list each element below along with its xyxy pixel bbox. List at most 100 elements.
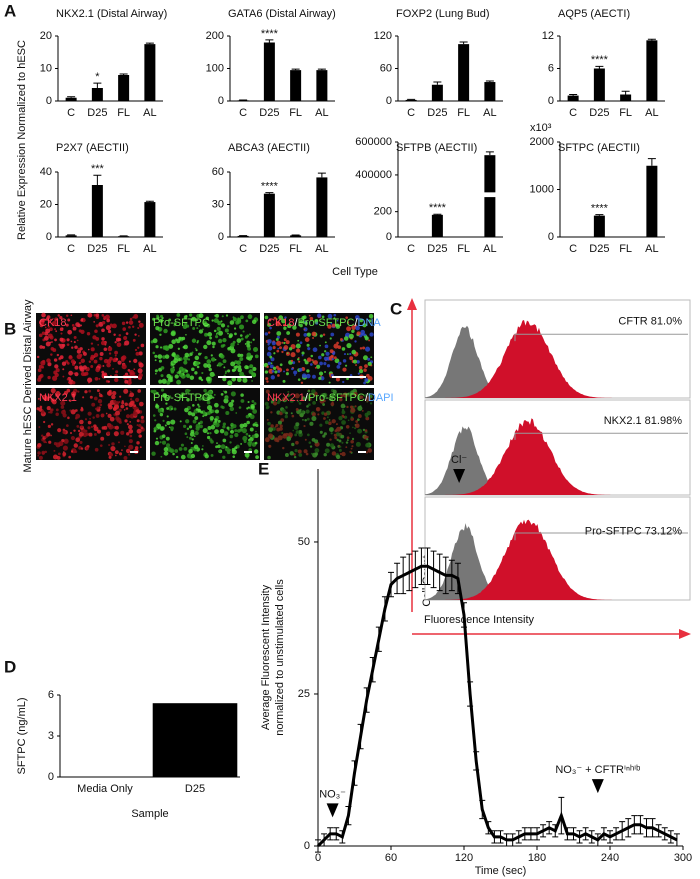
- stain-spot: [191, 438, 194, 441]
- bar: [290, 70, 302, 101]
- stain-spot: [93, 321, 96, 323]
- stain-spot: [183, 360, 188, 365]
- stain-spot: [239, 357, 244, 361]
- stain-spot: [84, 418, 88, 421]
- stain-spot: [232, 369, 234, 372]
- stain-spot: [306, 357, 312, 362]
- image-label: Pro-SFTPC: [153, 317, 210, 329]
- stain-spot: [357, 405, 363, 411]
- stain-spot: [173, 358, 179, 364]
- side-label: Mature hESC Derived Distal Airway: [22, 299, 34, 473]
- stain-spot: [305, 452, 309, 456]
- stain-spot: [366, 401, 369, 403]
- y-tick-label: 0: [304, 840, 310, 852]
- chart-title: P2X7 (AECTII): [56, 142, 129, 154]
- stain-spot: [336, 426, 342, 432]
- stain-spot: [255, 430, 257, 433]
- stain-spot: [39, 373, 44, 378]
- stain-spot: [125, 448, 131, 454]
- stain-spot: [187, 358, 191, 361]
- stain-spot: [163, 451, 169, 456]
- stain-spot: [190, 453, 196, 459]
- stain-spot: [207, 426, 212, 430]
- stain-spot: [290, 352, 296, 358]
- stain-spot: [329, 443, 335, 448]
- stain-spot: [107, 380, 110, 383]
- bar: [237, 235, 249, 237]
- image-label: Pro-SFTPC: [153, 392, 210, 404]
- stain-spot: [310, 363, 313, 366]
- stain-spot: [362, 428, 366, 432]
- error-bar: [145, 200, 154, 203]
- stain-spot: [100, 340, 106, 346]
- micrograph: NKX2.1: [36, 388, 146, 460]
- stain-spot: [283, 370, 286, 373]
- stain-spot: [315, 321, 319, 325]
- stain-spot: [321, 393, 327, 398]
- stain-spot: [214, 418, 218, 422]
- micrograph: CK18: [36, 312, 146, 386]
- chart-title: ABCA3 (AECTII): [228, 142, 310, 154]
- stain-spot: [93, 424, 97, 428]
- stain-spot: [223, 366, 226, 369]
- stain-spot: [79, 440, 83, 444]
- stain-spot: [128, 360, 131, 363]
- stain-spot: [79, 419, 84, 425]
- stain-spot: [101, 426, 106, 430]
- stain-spot: [309, 421, 314, 426]
- stain-spot: [154, 359, 157, 362]
- label-part: CK18: [39, 317, 67, 329]
- stain-spot: [113, 431, 119, 437]
- stain-spot: [191, 351, 194, 354]
- stain-spot: [248, 333, 251, 336]
- stain-spot: [99, 356, 103, 361]
- stain-spot: [108, 424, 114, 430]
- stain-spot: [295, 440, 299, 445]
- stain-spot: [291, 367, 294, 371]
- stain-spot: [138, 351, 143, 356]
- stain-spot: [80, 371, 86, 377]
- stain-spot: [330, 432, 333, 435]
- label-part: /: [305, 392, 309, 404]
- stain-spot: [80, 319, 84, 322]
- stain-spot: [198, 397, 202, 401]
- stain-spot: [320, 376, 325, 381]
- stain-spot: [168, 426, 171, 429]
- y-axis-label: SFTPC (ng/mL): [16, 697, 28, 774]
- stain-spot: [349, 405, 354, 409]
- stain-spot: [137, 335, 140, 337]
- stain-spot: [273, 394, 276, 397]
- stain-spot: [66, 378, 69, 381]
- stain-spot: [337, 361, 342, 366]
- stain-spot: [91, 402, 96, 407]
- stain-spot: [293, 370, 298, 375]
- x-tick-label: 180: [528, 852, 546, 864]
- stain-spot: [74, 416, 78, 420]
- x-axis-label: Fluorescence Intensity: [424, 614, 535, 626]
- stain-spot: [291, 442, 295, 447]
- stain-spot: [93, 396, 98, 401]
- stain-spot: [300, 381, 304, 384]
- stain-spot: [190, 429, 195, 434]
- stain-spot: [101, 337, 105, 341]
- stain-spot: [191, 316, 197, 322]
- stain-spot: [277, 420, 282, 425]
- stain-spot: [194, 431, 199, 436]
- x-axis-label: Sample: [131, 808, 168, 820]
- annotation: Cl⁻: [451, 454, 467, 466]
- x-axis-label: Time (sec): [475, 865, 527, 877]
- stain-spot: [323, 452, 327, 457]
- stain-spot: [192, 327, 196, 330]
- stain-spot: [77, 390, 80, 393]
- x-tick-label: AL: [645, 243, 658, 255]
- stain-spot: [264, 332, 269, 336]
- y-tick-label: 0: [46, 95, 52, 107]
- stain-spot: [37, 368, 42, 373]
- stain-spot: [165, 402, 168, 405]
- stain-spot: [166, 407, 170, 410]
- stain-spot: [114, 454, 117, 457]
- stain-spot: [266, 418, 269, 421]
- stain-spot: [266, 380, 269, 383]
- stain-spot: [47, 424, 51, 428]
- stain-spot: [270, 411, 273, 414]
